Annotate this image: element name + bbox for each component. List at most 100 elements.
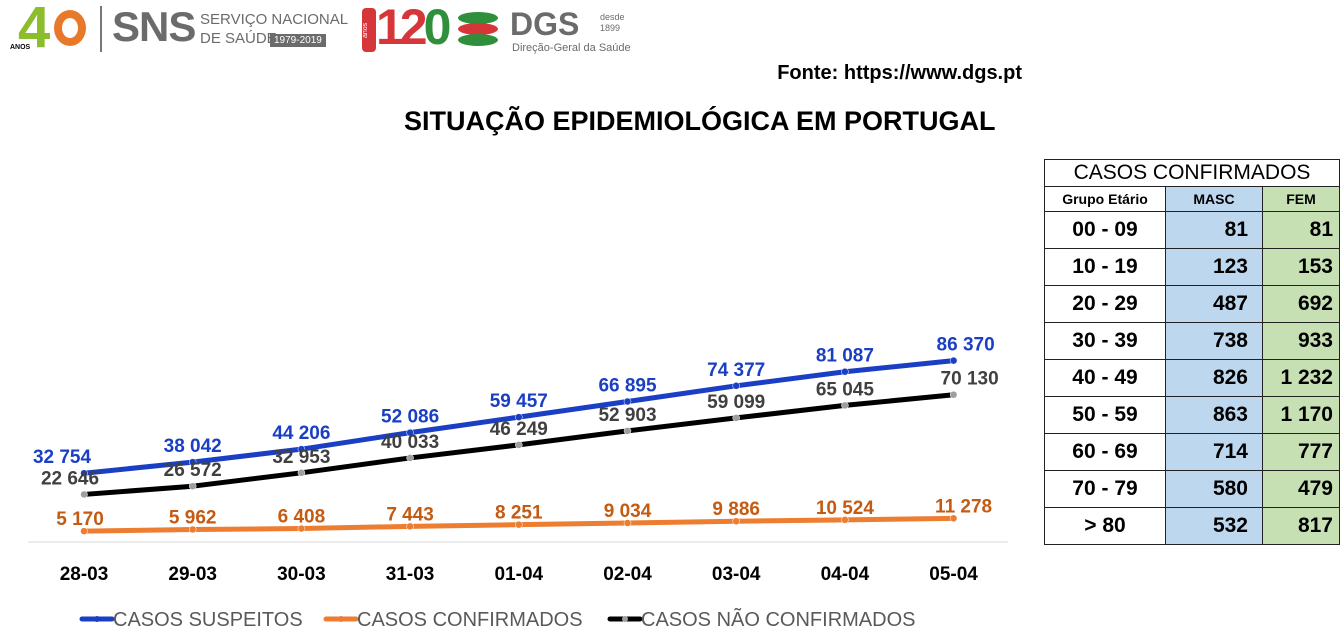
data-point-confirmados: [841, 516, 849, 524]
data-label-suspeitos: 81 087: [816, 346, 874, 367]
dgs-logo-text: DGS: [510, 6, 580, 42]
fem-cell: 817: [1262, 507, 1340, 545]
fem-cell: 1 232: [1262, 359, 1340, 397]
dgs-emblem-icon: [458, 12, 498, 46]
data-label-suspeitos: 86 370: [937, 335, 995, 356]
fem-cell: 479: [1262, 470, 1340, 508]
data-point-confirmados: [515, 520, 523, 529]
data-label-nao_confirmados: 26 572: [164, 460, 222, 481]
col-header-fem: FEM: [1262, 186, 1340, 212]
masc-cell: 123: [1165, 248, 1263, 286]
source-link[interactable]: Fonte: https://www.dgs.pt: [777, 62, 1022, 84]
age-group-cell: 50 - 59: [1044, 396, 1166, 434]
age-group-cell: 60 - 69: [1044, 433, 1166, 471]
data-point-nao_confirmados: [515, 441, 523, 449]
data-label-nao_confirmados: 32 953: [272, 447, 330, 468]
data-point-confirmados: [297, 524, 306, 533]
sns-subtitle-line2: DE SAÚDE: [200, 30, 277, 47]
data-label-nao_confirmados: 59 099: [707, 392, 765, 413]
x-tick-label: 03-04: [712, 564, 761, 585]
data-label-suspeitos: 32 754: [33, 447, 92, 468]
table-body: 00 - 09 81 81 10 - 19 123 153 20 - 29 487 692 30 …: [1044, 211, 1340, 545]
dgs-anos-tag: anos: [362, 8, 376, 52]
data-label-nao_confirmados: 65 045: [816, 379, 875, 400]
x-tick-label: 31-03: [386, 564, 435, 585]
x-tick-label: 28-03: [60, 564, 109, 585]
data-point-confirmados: [949, 514, 958, 523]
data-point-confirmados: [732, 517, 740, 525]
data-label-confirmados: 9 886: [712, 499, 760, 520]
dgs-120-zero: 0: [423, 0, 452, 55]
data-label-suspeitos: 52 086: [381, 407, 439, 428]
age-group-cell: 40 - 49: [1044, 359, 1166, 397]
legend-marker-nao_confirmados: [622, 616, 628, 622]
data-point-confirmados: [623, 519, 632, 527]
logo40-number: 4: [18, 0, 50, 60]
data-label-confirmados: 5 170: [56, 509, 104, 530]
data-label-confirmados: 9 034: [604, 501, 652, 522]
table-row: 20 - 29 487 692: [1044, 285, 1340, 323]
data-point-suspeitos: [623, 397, 632, 406]
col-header-group: Grupo Etário: [1044, 186, 1166, 212]
age-group-cell: 70 - 79: [1044, 470, 1166, 508]
data-point-confirmados: [406, 522, 414, 531]
x-tick-label: 29-03: [168, 564, 217, 585]
sns-subtitle-line1: SERVIÇO NACIONAL: [200, 11, 349, 28]
logo40-zero-ring: [54, 10, 86, 46]
data-label-nao_confirmados: 52 903: [598, 405, 656, 426]
table-row: > 80 532 817: [1044, 507, 1340, 545]
masc-cell: 826: [1165, 359, 1263, 397]
dgs-since-label: desde: [600, 12, 625, 22]
data-label-nao_confirmados: 22 646: [41, 468, 99, 489]
data-label-confirmados: 10 524: [816, 498, 875, 519]
sns-years-badge: 1979-2019: [270, 34, 326, 47]
x-tick-label: 04-04: [821, 564, 870, 585]
fem-cell: 692: [1262, 285, 1340, 323]
data-point-suspeitos: [406, 428, 414, 437]
age-group-cell: 10 - 19: [1044, 248, 1166, 286]
table-row: 10 - 19 123 153: [1044, 248, 1340, 286]
data-point-nao_confirmados: [80, 490, 88, 499]
masc-cell: 532: [1165, 507, 1263, 545]
data-label-confirmados: 5 962: [169, 507, 217, 528]
legend-label-nao_confirmados: CASOS NÃO CONFIRMADOS: [641, 607, 915, 631]
data-point-nao_confirmados: [841, 401, 849, 410]
data-point-nao_confirmados: [732, 414, 740, 422]
legend-marker-confirmados: [338, 616, 344, 622]
data-point-suspeitos: [515, 413, 523, 421]
data-point-suspeitos: [949, 356, 958, 365]
dgs-full-name: Direção-Geral da Saúde: [512, 42, 631, 54]
data-point-confirmados: [80, 527, 88, 535]
table-row: 30 - 39 738 933: [1044, 322, 1340, 360]
table-row: 50 - 59 863 1 170: [1044, 396, 1340, 434]
fem-cell: 153: [1262, 248, 1340, 286]
legend-label-suspeitos: CASOS SUSPEITOS: [113, 609, 303, 631]
table-row: 60 - 69 714 777: [1044, 433, 1340, 471]
data-label-suspeitos: 38 042: [164, 436, 222, 457]
col-header-masc: MASC: [1165, 186, 1263, 212]
x-tick-label: 05-04: [929, 564, 978, 585]
fem-cell: 81: [1262, 211, 1340, 249]
data-point-nao_confirmados: [949, 390, 958, 399]
data-point-nao_confirmados: [297, 469, 306, 477]
data-label-suspeitos: 59 457: [490, 391, 548, 412]
data-label-nao_confirmados: 46 249: [490, 419, 548, 440]
data-label-nao_confirmados: 70 130: [941, 369, 999, 390]
age-group-table: CASOS CONFIRMADOS Grupo Etário MASC FEM …: [1044, 159, 1340, 545]
page-title: SITUAÇÃO EPIDEMIOLÓGICA EM PORTUGAL: [404, 106, 996, 136]
data-label-confirmados: 7 443: [386, 504, 434, 525]
data-label-confirmados: 11 278: [935, 496, 992, 517]
sns-40-anos-logo: 4 ANOS: [4, 0, 94, 60]
data-point-suspeitos: [841, 367, 849, 376]
data-label-nao_confirmados: 40 033: [381, 432, 439, 453]
table-row: 70 - 79 580 479: [1044, 470, 1340, 508]
x-tick-label: 01-04: [494, 564, 543, 585]
fem-cell: 933: [1262, 322, 1340, 360]
legend-marker-suspeitos: [94, 616, 100, 622]
age-group-cell: 30 - 39: [1044, 322, 1166, 360]
data-label-confirmados: 8 251: [495, 503, 543, 524]
data-point-suspeitos: [732, 382, 740, 390]
masc-cell: 81: [1165, 211, 1263, 249]
data-label-suspeitos: 66 895: [598, 376, 657, 397]
masc-cell: 714: [1165, 433, 1263, 471]
